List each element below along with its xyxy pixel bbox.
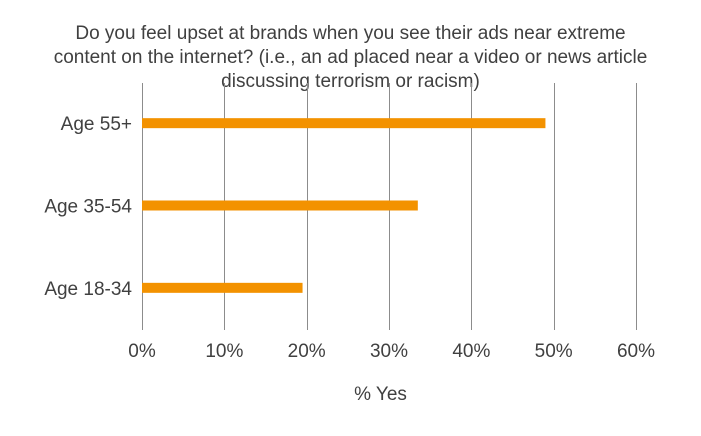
bar bbox=[142, 200, 418, 211]
chart-title: Do you feel upset at brands when you see… bbox=[20, 22, 681, 94]
chart-title-line-2: content on the internet? (i.e., an ad pl… bbox=[53, 47, 648, 68]
x-tick-label: 0% bbox=[128, 341, 156, 362]
x-tick-label: 40% bbox=[452, 341, 490, 362]
x-tick-label: 60% bbox=[617, 341, 655, 362]
x-tick-label: 50% bbox=[535, 341, 573, 362]
x-tick-label: 20% bbox=[288, 341, 326, 362]
x-tick-label: 30% bbox=[370, 341, 408, 362]
y-tick-label: Age 18-34 bbox=[44, 279, 132, 300]
y-tick-label: Age 55+ bbox=[61, 114, 132, 135]
chart-title-line-3: discussing terrorism or racism) bbox=[221, 71, 480, 92]
x-tick-label: 10% bbox=[205, 341, 243, 362]
bar bbox=[142, 282, 303, 293]
y-tick-label: Age 35-54 bbox=[44, 197, 132, 218]
chart-title-line-1: Do you feel upset at brands when you see… bbox=[75, 23, 626, 44]
bar bbox=[142, 118, 546, 129]
x-axis-title: % Yes bbox=[354, 384, 407, 405]
